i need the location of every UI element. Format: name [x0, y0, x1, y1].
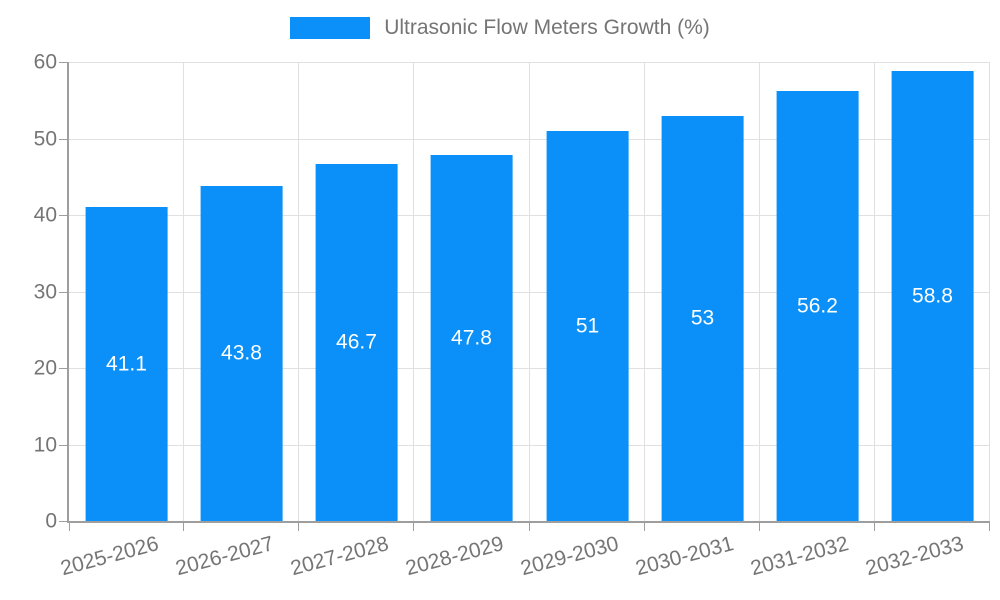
bar[interactable]: 46.7 [315, 163, 398, 521]
v-gridline [413, 62, 414, 521]
x-axis-tick [413, 523, 414, 531]
y-axis-tick [59, 292, 67, 293]
v-gridline [759, 62, 760, 521]
bar-value-label: 43.8 [221, 341, 262, 365]
x-tick-label: 2031-2032 [747, 532, 851, 581]
y-tick-label: 20 [33, 356, 57, 380]
y-axis-tick [59, 368, 67, 369]
bar-value-label: 53 [690, 306, 715, 330]
bar-slot: 53 [645, 115, 760, 521]
v-gridline [874, 62, 875, 521]
x-axis-tick [183, 523, 184, 531]
bar-slot: 46.7 [299, 163, 414, 521]
x-tick-label: 2029-2030 [517, 532, 621, 581]
bar-slot: 51 [530, 130, 645, 521]
y-tick-label: 50 [33, 127, 57, 151]
bar-slot: 43.8 [184, 185, 299, 521]
y-tick-label: 30 [33, 280, 57, 304]
y-axis-tick [59, 62, 67, 63]
legend: Ultrasonic Flow Meters Growth (%) [0, 16, 1000, 40]
bar[interactable]: 58.8 [891, 71, 974, 521]
y-axis-tick [59, 521, 67, 522]
v-gridline [183, 62, 184, 521]
x-axis-tick [989, 523, 990, 531]
x-tick-label: 2025-2026 [57, 532, 161, 581]
legend-swatch [290, 17, 371, 39]
bar[interactable]: 53 [661, 115, 744, 521]
bar-slot: 47.8 [414, 155, 529, 521]
x-tick-label: 2027-2028 [287, 532, 391, 581]
bar[interactable]: 51 [546, 130, 629, 521]
v-gridline [529, 62, 530, 521]
bar[interactable]: 43.8 [200, 185, 283, 521]
bar-value-label: 51 [575, 314, 600, 338]
bar[interactable]: 56.2 [776, 91, 859, 521]
bar-slot: 41.1 [69, 206, 184, 521]
y-tick-label: 0 [45, 509, 57, 533]
y-axis-tick [59, 445, 67, 446]
x-tick-label: 2026-2027 [172, 532, 276, 581]
bar-value-label: 46.7 [336, 330, 377, 354]
y-tick-label: 40 [33, 203, 57, 227]
bar-value-label: 58.8 [912, 284, 953, 308]
x-axis-tick [874, 523, 875, 531]
bar[interactable]: 41.1 [85, 206, 168, 521]
x-axis-tick [759, 523, 760, 531]
legend-label: Ultrasonic Flow Meters Growth (%) [384, 16, 710, 39]
v-gridline [298, 62, 299, 521]
x-tick-label: 2032-2033 [862, 532, 966, 581]
y-tick-label: 60 [33, 50, 57, 74]
x-tick-label: 2030-2031 [632, 532, 736, 581]
bar-slot: 58.8 [875, 71, 990, 521]
plot-area: 0 10 20 30 40 50 60 41.1 2025-2026 43.8 2026-2027 4… [34, 52, 990, 580]
v-gridline [989, 62, 990, 521]
bar-value-label: 47.8 [451, 326, 492, 350]
bar-value-label: 56.2 [797, 294, 838, 318]
v-gridline [644, 62, 645, 521]
x-axis-tick [69, 523, 70, 531]
y-axis-tick [59, 215, 67, 216]
x-axis-tick [298, 523, 299, 531]
bar-slot: 56.2 [760, 91, 875, 521]
bar[interactable]: 47.8 [430, 155, 513, 521]
y-tick-label: 10 [33, 433, 57, 457]
legend-item[interactable]: Ultrasonic Flow Meters Growth (%) [290, 16, 710, 40]
x-tick-label: 2028-2029 [402, 532, 506, 581]
x-axis-tick [529, 523, 530, 531]
y-axis-tick [59, 139, 67, 140]
x-axis-tick [644, 523, 645, 531]
bar-value-label: 41.1 [106, 352, 147, 376]
